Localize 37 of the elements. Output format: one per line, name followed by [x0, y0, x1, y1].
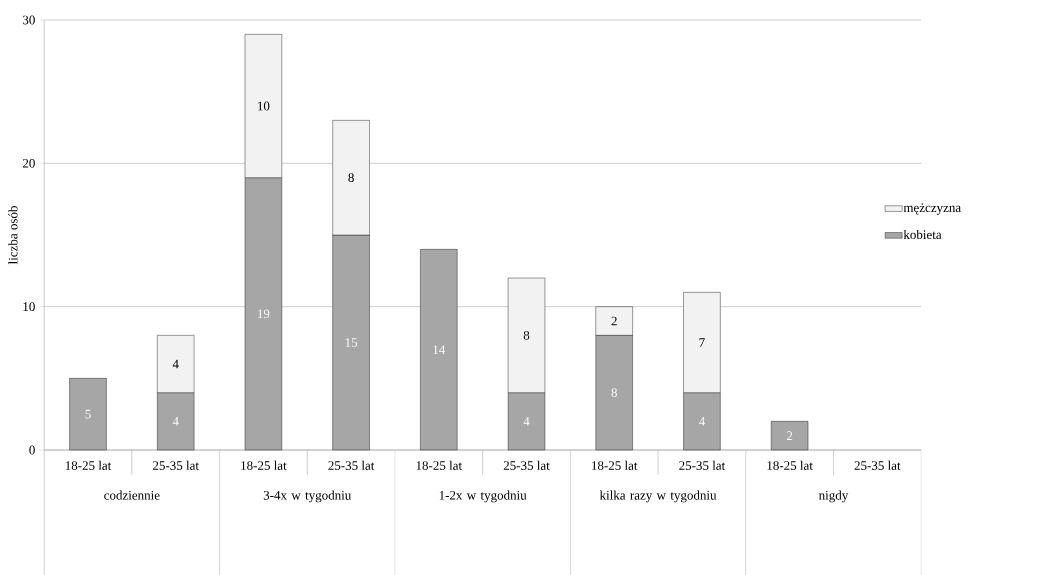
data-label: 4	[698, 417, 705, 426]
x-tick-label: 18-25 lat	[592, 460, 638, 470]
data-label: 10	[258, 101, 270, 111]
data-label: 5	[85, 409, 91, 419]
text: kilka razy w tygodniu	[599, 490, 717, 503]
y-tick-label: 30	[22, 15, 35, 25]
data-label: 2	[611, 316, 617, 326]
y-tick-label: 20	[22, 158, 35, 168]
data-label: 8	[523, 330, 530, 340]
x-tick-label: 25-35 lat	[854, 460, 901, 470]
x-tick-label: 25-35 lat	[152, 460, 199, 470]
data-label: 4	[172, 417, 179, 426]
y-tick-label: 0	[29, 445, 35, 455]
x-tick-label: 25-35 lat	[328, 460, 375, 470]
y-tick-label: 10	[23, 302, 35, 312]
data-label: 2	[786, 431, 793, 440]
data-label: 8	[611, 388, 617, 398]
data-label: 7	[699, 338, 705, 347]
text: codziennie	[104, 490, 160, 500]
x-tick-label: 25-35 lat	[679, 460, 726, 470]
text: 3-4x w tygodniu	[263, 490, 352, 503]
text: nigdy	[818, 490, 849, 503]
x-tick-label: 18-25 lat	[241, 460, 287, 470]
x-tick-label: 18-25 lat	[65, 460, 112, 470]
data-label: 8	[348, 173, 354, 183]
legend-label: kobieta	[903, 229, 942, 240]
data-label: 4	[523, 417, 530, 426]
data-label: 19	[258, 309, 270, 319]
text: 1-2x w tygodniu	[439, 490, 527, 503]
data-label: 14	[433, 345, 446, 354]
y-axis-title: liczba osób	[8, 206, 18, 265]
x-tick-label: 18-25 lat	[767, 460, 813, 470]
x-tick-label: 25-35 lat	[503, 460, 550, 470]
x-tick-label: 18-25 lat	[416, 460, 463, 470]
legend-label: mężczyzna	[903, 203, 961, 215]
data-label: 15	[345, 338, 358, 347]
data-label: 4	[172, 359, 179, 369]
